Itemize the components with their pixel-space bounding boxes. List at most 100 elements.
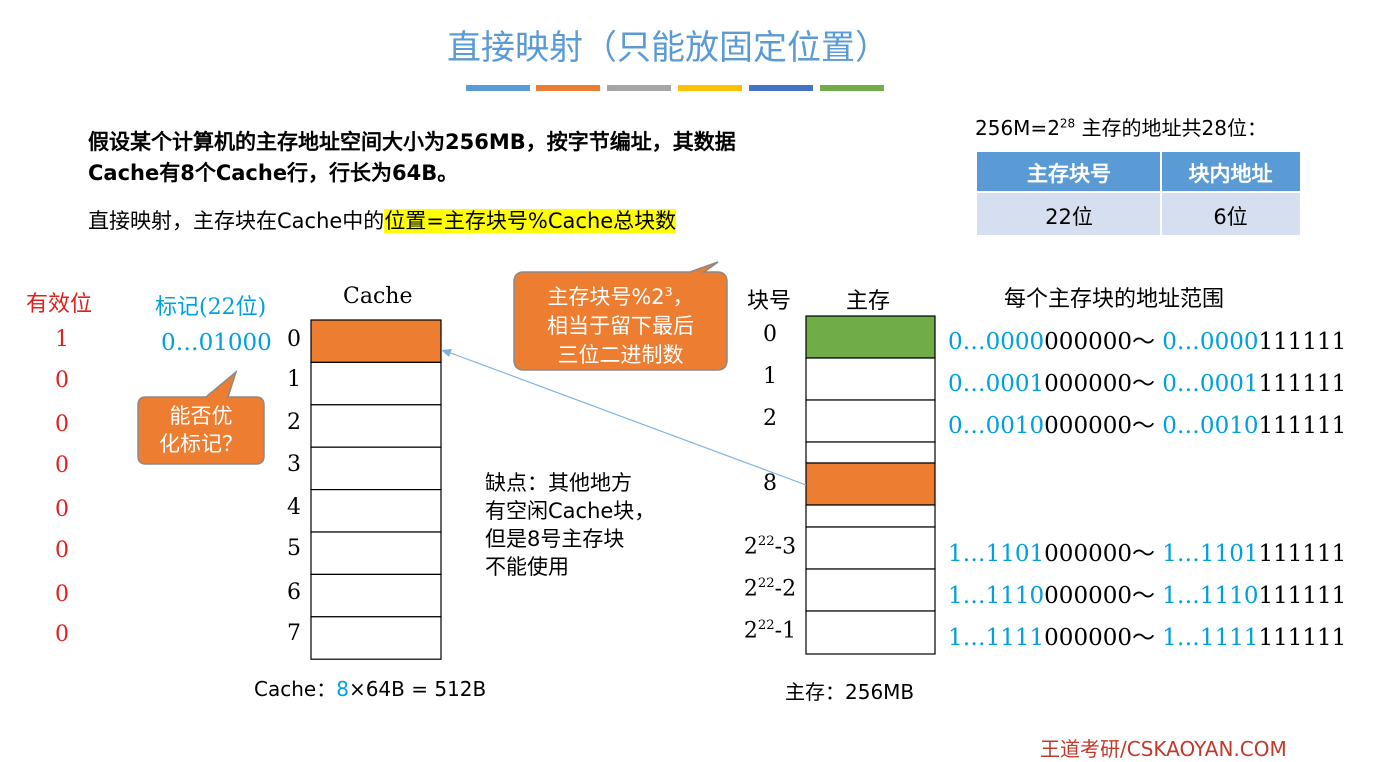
valid-bit: 0 — [55, 412, 69, 437]
cache-row-index: 3 — [287, 452, 301, 477]
block-base: 2 — [743, 576, 758, 602]
address-table — [977, 152, 1300, 235]
block-number: 222-3 — [730, 534, 810, 559]
memory-label: 主存 — [846, 289, 891, 314]
range-part: 1…1110 — [1162, 583, 1259, 609]
cache-row-index: 7 — [287, 621, 301, 646]
range-part: 1…1110 — [948, 583, 1045, 609]
range-part: ～ — [1131, 583, 1163, 609]
cache-label: Cache — [343, 284, 413, 309]
block-base: 1 — [763, 364, 777, 389]
range-label: 每个主存块的地址范围 — [1004, 287, 1225, 312]
block-base: 0 — [763, 322, 777, 347]
valid-bit: 0 — [55, 368, 69, 393]
range-part: 000000 — [1044, 541, 1132, 567]
valid-bit: 1 — [55, 327, 69, 352]
block-suffix: -2 — [774, 576, 797, 602]
address-range: 0…0010000000～ 0…0010111111 — [948, 406, 1346, 440]
valid-bit: 0 — [55, 453, 69, 478]
color-bars — [466, 85, 884, 91]
rule-text: 直接映射，主存块在Cache中的 — [88, 209, 385, 233]
caption-text: ×64B = 512B — [348, 677, 487, 701]
intro: 假设某个计算机的主存地址空间大小为256MB，按字节编址，其数据Cache有8个… — [88, 127, 748, 189]
mapping-arrow — [441, 349, 807, 486]
rule-highlight: 位置=主存块号%Cache总块数 — [384, 209, 677, 233]
note-base: 256M=2 — [975, 116, 1060, 140]
drawback-line: 但是8号主存块 — [485, 527, 625, 551]
range-part: 1…1111 — [948, 625, 1045, 651]
block-suffix: -3 — [774, 534, 797, 560]
tag-callout-shape — [137, 369, 265, 465]
callout-line: 主存块号%23， — [514, 277, 727, 312]
range-part: 1…1101 — [1162, 541, 1259, 567]
note-text: 主存的地址共28位： — [1075, 116, 1268, 140]
caption-text: Cache： — [254, 677, 337, 701]
valid-bit: 0 — [55, 582, 69, 607]
valid-bit: 0 — [55, 497, 69, 522]
range-part: ～ — [1131, 329, 1163, 355]
cache-caption: Cache：8×64B = 512B — [254, 673, 486, 702]
address-range: 0…0001000000～ 0…0001111111 — [948, 364, 1346, 398]
callout-exp: 3 — [664, 284, 673, 299]
range-part: 000000 — [1044, 583, 1132, 609]
block-exp: 22 — [757, 534, 775, 549]
tag-callout: 能否优 化标记？ — [138, 402, 264, 458]
table-header: 主存块号 — [1027, 162, 1111, 186]
address-note: 256M=228 主存的地址共28位： — [975, 112, 1267, 141]
range-part: 111111 — [1258, 541, 1347, 567]
block-suffix: -1 — [774, 618, 797, 644]
block-exp: 22 — [757, 576, 775, 591]
range-part: 1…1111 — [1162, 625, 1259, 651]
callout-line: 相当于留下最后 — [547, 314, 694, 338]
cache-row-index: 5 — [287, 536, 301, 561]
range-part: ～ — [1131, 625, 1163, 651]
caption-count: 8 — [336, 677, 349, 701]
block-base: 2 — [743, 618, 758, 644]
range-part: ～ — [1131, 371, 1163, 397]
range-part: 000000 — [1044, 329, 1132, 355]
range-part: 000000 — [1044, 625, 1132, 651]
range-part: 111111 — [1258, 413, 1347, 439]
block-number: 2 — [730, 406, 810, 431]
block-label: 块号 — [747, 289, 792, 314]
range-part: 000000 — [1044, 371, 1132, 397]
valid-bit: 0 — [55, 622, 69, 647]
table-cell: 6位 — [1213, 205, 1248, 229]
range-part: 111111 — [1258, 371, 1347, 397]
cache-row-index: 4 — [287, 495, 301, 520]
memory-box — [805, 315, 936, 655]
drawback-line: 有空闲Cache块， — [485, 499, 656, 523]
cache-row-index: 0 — [287, 327, 301, 352]
title: 直接映射（只能放固定位置） — [447, 28, 889, 68]
callout-line: 化标记？ — [159, 432, 243, 456]
block-base: 8 — [763, 471, 777, 496]
block-number: 222-1 — [730, 618, 810, 643]
range-part: 0…0000 — [1162, 329, 1259, 355]
range-part: 0…0001 — [948, 371, 1045, 397]
drawback: 缺点：其他地方 有空闲Cache块， 但是8号主存块 不能使用 — [485, 469, 655, 581]
range-part: 1…1101 — [948, 541, 1045, 567]
drawback-line: 不能使用 — [485, 555, 569, 579]
note-exp: 28 — [1059, 116, 1076, 131]
range-part: 0…0001 — [1162, 371, 1259, 397]
range-part: 0…0010 — [1162, 413, 1259, 439]
callout-text: 主存块号%2 — [547, 285, 665, 309]
range-part: 000000 — [1044, 413, 1132, 439]
valid-label: 有效位 — [26, 292, 93, 317]
mod-callout: 主存块号%23， 相当于留下最后 三位二进制数 — [514, 277, 727, 370]
block-base: 2 — [763, 406, 777, 431]
tag-value: 0…01000 — [161, 330, 272, 356]
range-part: 0…0000 — [948, 329, 1045, 355]
cache-row-index: 6 — [287, 580, 301, 605]
tag-label: 标记(22位) — [155, 295, 267, 320]
range-part: ～ — [1131, 541, 1163, 567]
callout-text: ， — [672, 285, 694, 309]
intro-bold: 字节 — [567, 130, 610, 154]
table-cell: 22位 — [1045, 205, 1093, 229]
range-part: 0…0010 — [948, 413, 1045, 439]
cache-box — [310, 319, 442, 660]
callout-line: 能否优 — [169, 404, 233, 428]
address-range: 0…0000000000～ 0…0000111111 — [948, 322, 1346, 356]
